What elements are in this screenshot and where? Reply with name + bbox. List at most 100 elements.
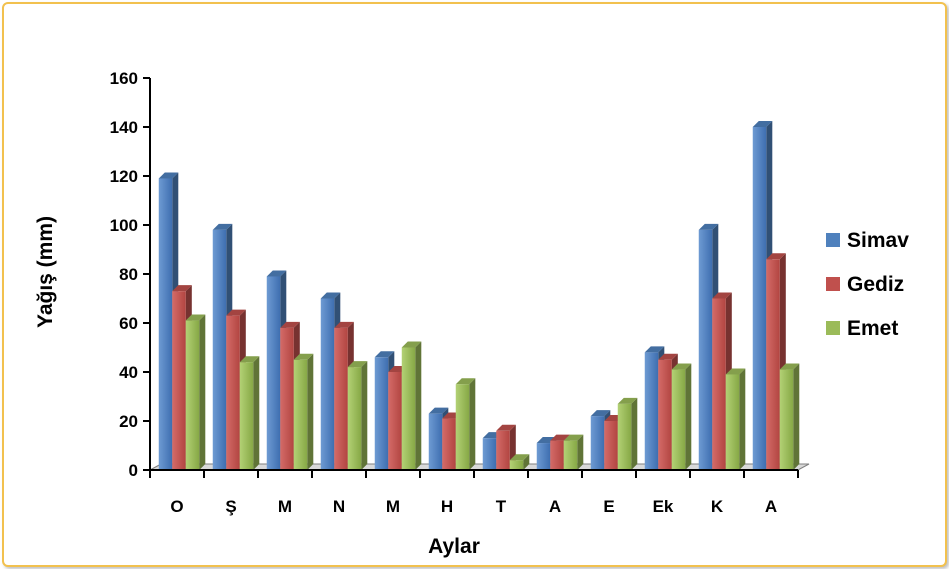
bar-side: [199, 314, 206, 470]
bar-top: [617, 397, 638, 404]
bar-front: [239, 362, 254, 470]
bar-front: [293, 359, 308, 470]
x-tick-label-3: N: [333, 497, 345, 516]
bar-front: [334, 327, 348, 470]
bar-emet-7: [563, 434, 584, 470]
x-tick-label-7: A: [549, 497, 561, 516]
bar-top: [550, 434, 570, 441]
legend-item-gediz: Gediz: [826, 273, 904, 296]
bar-top: [293, 353, 314, 360]
x-tick-label-8: E: [603, 497, 614, 516]
x-tick-label-9: Ek: [653, 497, 674, 516]
legend-label: Simav: [847, 229, 909, 252]
bar-top: [401, 341, 422, 348]
x-tick-label-0: O: [170, 497, 183, 516]
bar-top: [644, 346, 665, 353]
bar-side: [739, 368, 746, 470]
bar-top: [212, 223, 233, 230]
bar-top: [185, 314, 206, 321]
legend-item-simav: Simav: [826, 229, 909, 252]
bar-top: [752, 121, 773, 127]
bar-front: [550, 440, 564, 470]
x-tick-label-6: T: [496, 497, 507, 516]
bar-emet-0: [185, 314, 206, 470]
y-tick-label: 0: [129, 461, 138, 480]
bar-top: [563, 434, 584, 441]
bar-side: [577, 434, 584, 470]
x-tick-label-1: Ş: [225, 497, 236, 516]
bar-side: [523, 454, 530, 470]
legend-swatch: [826, 233, 840, 247]
bar-front: [604, 421, 618, 470]
bar-side: [685, 363, 692, 470]
y-tick-label: 20: [119, 412, 138, 431]
bar-front: [401, 347, 416, 470]
legend-swatch: [826, 277, 840, 291]
bar-front: [644, 352, 659, 470]
bars-group: [158, 121, 800, 470]
bar-emet-2: [293, 353, 314, 470]
x-axis-title: Aylar: [428, 535, 480, 558]
legend-label: Emet: [847, 317, 898, 340]
bar-top: [266, 270, 287, 277]
bar-top: [496, 424, 516, 431]
bar-front: [428, 413, 443, 470]
axes-group: 0 20 40 60 80 100 120 140 160 O Ş M N M H T A E Ek K A: [110, 69, 799, 516]
y-tick-label: 120: [110, 167, 138, 186]
bar-top: [455, 378, 476, 385]
bar-side: [307, 353, 314, 470]
bar-front: [509, 460, 524, 470]
bar-front: [563, 440, 578, 470]
bar-side: [793, 363, 800, 470]
bar-top: [698, 223, 719, 230]
x-tick-label-2: M: [278, 497, 292, 516]
bar-top: [239, 356, 260, 363]
bar-front: [779, 369, 794, 470]
x-tick-label-10: K: [711, 497, 724, 516]
bar-front: [226, 315, 240, 470]
bar-front: [455, 384, 470, 470]
bar-side: [631, 397, 638, 470]
bar-top: [347, 361, 368, 368]
bar-top: [766, 253, 786, 260]
bar-top: [320, 292, 341, 299]
bar-emet-8: [617, 397, 638, 470]
bar-front: [212, 229, 227, 470]
bar-top: [509, 454, 530, 461]
bar-front: [185, 320, 200, 470]
bar-top: [334, 321, 354, 328]
x-tick-label-11: A: [765, 497, 777, 516]
bar-front: [266, 276, 281, 470]
bar-front: [482, 438, 497, 470]
legend-swatch: [826, 321, 840, 335]
y-tick-label: 80: [119, 265, 138, 284]
bar-front: [766, 259, 780, 470]
bar-front: [590, 416, 605, 470]
y-tick-label: 160: [110, 69, 138, 88]
legend-item-emet: Emet: [826, 317, 898, 340]
bar-front: [671, 369, 686, 470]
bar-top: [590, 410, 611, 417]
bar-front: [725, 374, 740, 470]
bar-front: [158, 178, 173, 470]
bar-front: [658, 359, 672, 470]
bar-top: [779, 363, 800, 370]
bar-front: [752, 127, 767, 470]
bar-front: [442, 418, 456, 470]
y-tick-label: 140: [110, 118, 138, 137]
bar-side: [469, 378, 476, 470]
bar-emet-11: [779, 363, 800, 470]
y-axis-title: Yağış (mm): [34, 216, 57, 328]
y-tick-label: 100: [110, 216, 138, 235]
bar-top: [374, 351, 395, 358]
bar-front: [374, 357, 389, 470]
legend: Simav Gediz Emet: [826, 229, 909, 340]
y-tick-label: 60: [119, 314, 138, 333]
bar-top: [725, 368, 746, 375]
bar-side: [415, 341, 422, 470]
bar-emet-6: [509, 454, 530, 470]
bar-top: [158, 172, 179, 179]
bar-front: [347, 367, 362, 470]
bar-emet-10: [725, 368, 746, 470]
bar-front: [712, 298, 726, 470]
